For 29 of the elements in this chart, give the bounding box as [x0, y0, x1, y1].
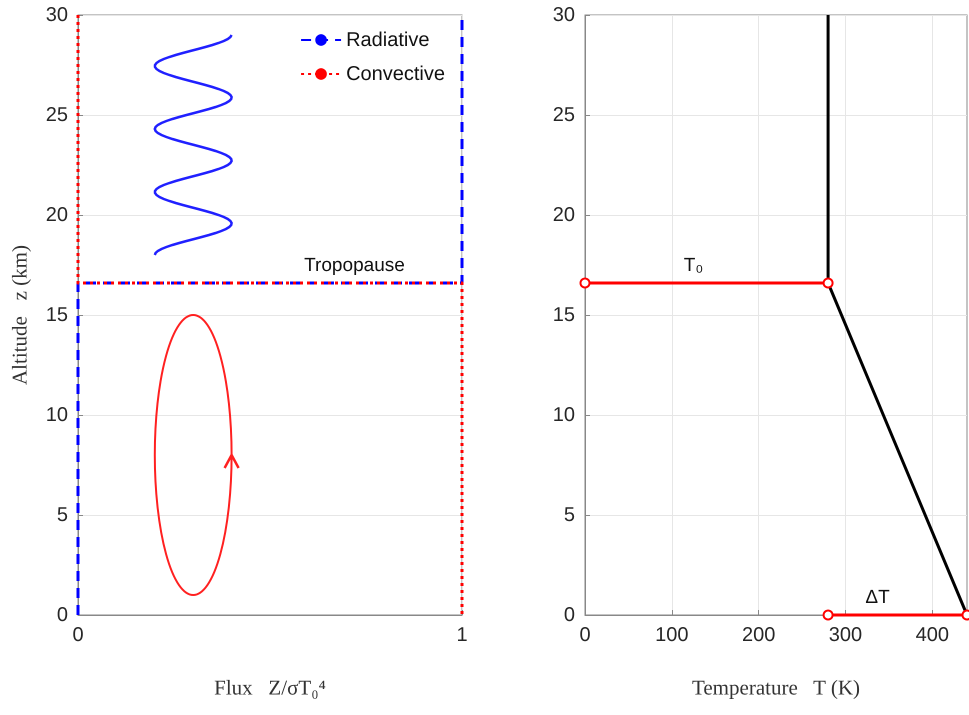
y-tick-label: 30 [552, 4, 575, 26]
legend-label: Radiative [346, 29, 430, 51]
annotation: T₀ [684, 255, 704, 276]
y-tick-label: 0 [56, 604, 68, 626]
x-axis-title: Flux Z/σT₀⁴ [214, 676, 326, 700]
x-tick-label: 400 [916, 624, 949, 646]
y-tick-label: 15 [552, 304, 575, 326]
y-tick-label: 15 [46, 304, 68, 326]
x-tick-label: 100 [655, 624, 689, 646]
y-tick-label: 30 [46, 4, 68, 26]
y-tick-label: 10 [46, 404, 68, 426]
y-tick-label: 25 [552, 104, 575, 126]
legend-label: Convective [346, 63, 445, 85]
y-tick-label: 10 [552, 404, 575, 426]
x-tick-label: 1 [456, 624, 468, 646]
y-tick-label: 20 [552, 204, 575, 226]
y-tick-label: 25 [46, 104, 68, 126]
annotation: Tropopause [304, 255, 405, 276]
x-tick-label: 0 [72, 624, 84, 646]
x-tick-label: 300 [828, 624, 862, 646]
y-axis-title: Altitude z (km) [8, 245, 32, 385]
y-tick-label: 20 [46, 204, 68, 226]
x-axis-title: Temperature T (K) [692, 676, 860, 700]
y-tick-label: 5 [564, 504, 575, 526]
y-tick-label: 0 [564, 604, 575, 626]
x-tick-label: 0 [579, 624, 591, 646]
y-tick-label: 5 [56, 504, 68, 526]
annotation: ΔT [865, 587, 890, 608]
x-tick-label: 200 [742, 624, 776, 646]
